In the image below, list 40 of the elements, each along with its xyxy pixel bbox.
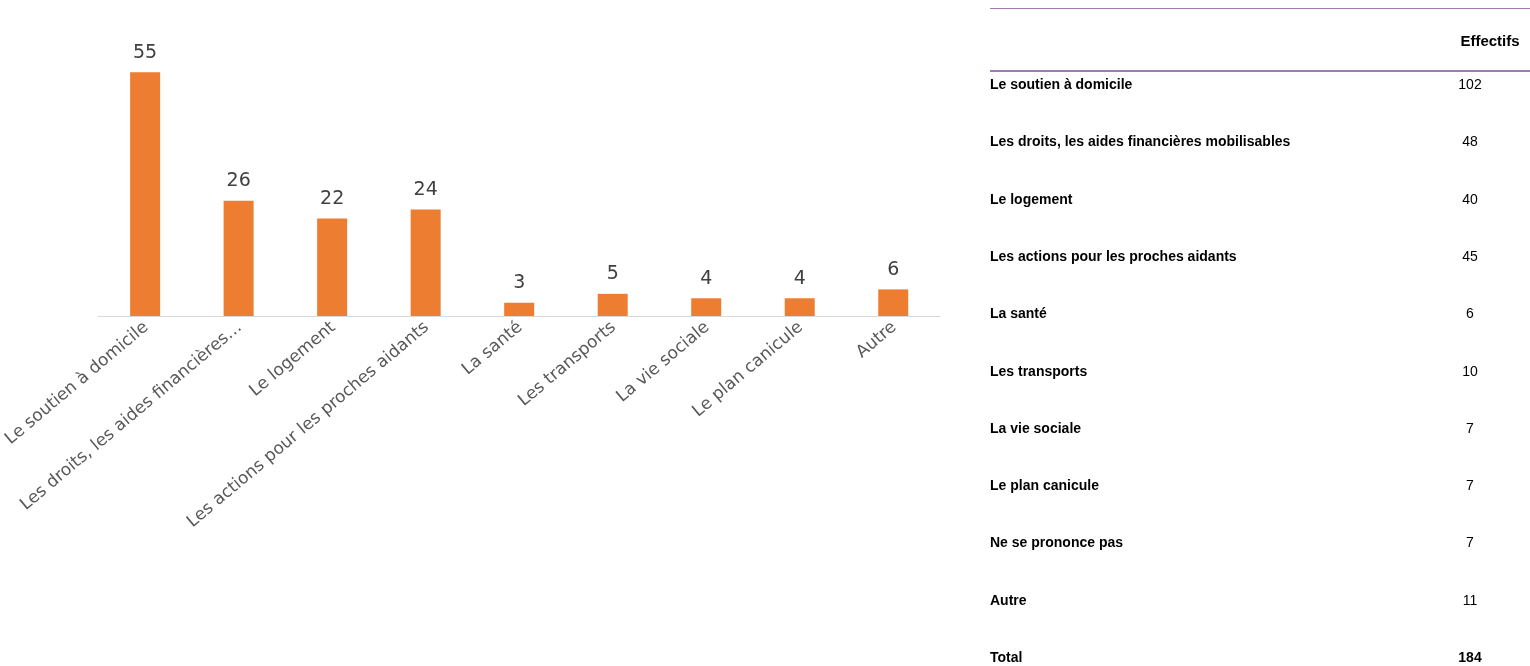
category-label: Autre xyxy=(990,591,1027,608)
data-label: 7 xyxy=(1465,419,1475,436)
bar xyxy=(878,289,909,316)
data-label: 10 xyxy=(1461,362,1479,379)
data-label: 7 xyxy=(1465,534,1475,551)
category-label: Ne se prononce pas xyxy=(990,534,1124,551)
category-label: Les actions pour les proches aidants xyxy=(990,247,1237,264)
data-label: 4 xyxy=(700,265,713,288)
category-label: La vie sociale xyxy=(990,419,1082,436)
data-label: 184 xyxy=(1457,649,1483,665)
category-label: La santé xyxy=(990,305,1047,322)
data-label: 24 xyxy=(413,177,438,200)
data-label: 48 xyxy=(1461,133,1479,150)
text: Effectifs xyxy=(1459,32,1521,49)
bar xyxy=(410,209,441,316)
category-label: Le soutien à domicile xyxy=(990,76,1133,92)
bar xyxy=(691,298,722,316)
category-label: Total xyxy=(990,649,1023,665)
bar xyxy=(597,293,628,316)
data-label: 3 xyxy=(513,270,526,293)
data-label: 26 xyxy=(226,168,251,191)
category-label: Le logement xyxy=(990,190,1073,207)
bar xyxy=(504,302,535,316)
data-label: 40 xyxy=(1461,190,1479,207)
data-label: 102 xyxy=(1457,76,1483,92)
category-label: Les droits, les aides financières mobilisables xyxy=(990,133,1291,150)
data-label: 11 xyxy=(1461,591,1479,608)
bar xyxy=(317,218,348,316)
data-label: 45 xyxy=(1461,247,1479,264)
data-label: 4 xyxy=(793,265,806,288)
data-label: 6 xyxy=(887,256,900,279)
bar xyxy=(223,200,254,316)
data-label: 5 xyxy=(606,261,619,284)
data-label: 7 xyxy=(1465,477,1475,494)
bar xyxy=(130,72,161,316)
data-label: 22 xyxy=(320,185,345,208)
bar xyxy=(784,298,815,316)
data-label: 6 xyxy=(1465,305,1475,322)
data-label: 55 xyxy=(133,39,158,62)
category-label: Le plan canicule xyxy=(990,477,1099,494)
